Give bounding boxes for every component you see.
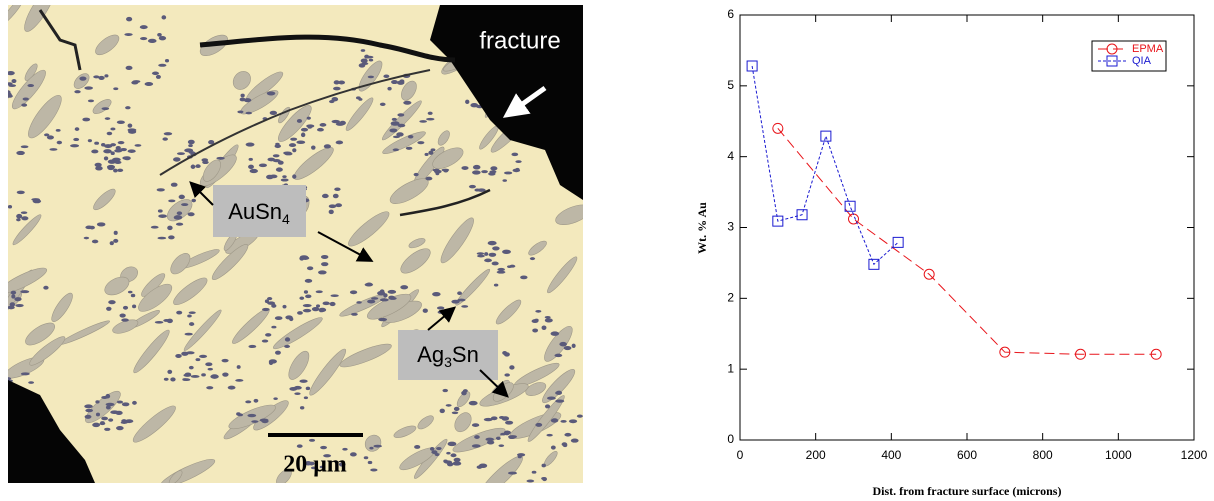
x-tick-label: 200 xyxy=(806,448,826,462)
plot-frame xyxy=(739,14,1195,441)
marker xyxy=(820,130,832,142)
marker xyxy=(746,60,758,72)
x-tick-label: 600 xyxy=(957,448,977,462)
marker xyxy=(844,200,856,212)
marker xyxy=(1106,55,1118,67)
label-box xyxy=(213,185,306,237)
chart: Wt. % Au Dist. from fracture surface (mi… xyxy=(695,7,1208,498)
arrow xyxy=(189,181,214,206)
arrow xyxy=(502,85,547,118)
marker xyxy=(1075,348,1086,360)
y-tick-label: 0 xyxy=(727,432,734,446)
y-tick-label: 1 xyxy=(727,361,734,375)
marker xyxy=(999,346,1011,358)
y-tick-label: 4 xyxy=(727,149,734,163)
legend-label: QIA xyxy=(1132,55,1152,67)
series-line xyxy=(751,65,899,266)
fracture-label: fracture xyxy=(479,27,560,54)
phase-label: Ag3Sn xyxy=(417,342,479,370)
x-tick-label: 800 xyxy=(1033,448,1053,462)
marker xyxy=(1150,348,1162,360)
arrow xyxy=(479,369,509,398)
legend-box xyxy=(1091,40,1167,72)
micrograph xyxy=(8,5,583,483)
arrow xyxy=(317,231,374,262)
y-tick-label: 2 xyxy=(727,291,734,305)
y-tick-label: 5 xyxy=(727,78,734,92)
marker xyxy=(796,209,808,221)
x-tick-label: 0 xyxy=(737,448,744,462)
x-tick-label: 1200 xyxy=(1181,448,1208,462)
marker xyxy=(892,236,904,248)
phase-label: AuSn4 xyxy=(228,199,290,227)
y-tick-label: 3 xyxy=(727,220,734,234)
x-tick-label: 1000 xyxy=(1105,448,1132,462)
scale-label: 20 μm xyxy=(283,452,347,478)
arrow xyxy=(427,306,457,331)
x-axis-label: Dist. from fracture surface (microns) xyxy=(873,484,1062,498)
y-axis-label: Wt. % Au xyxy=(695,202,709,254)
marker xyxy=(923,268,935,280)
legend-label: EPMA xyxy=(1132,43,1164,55)
marker xyxy=(1106,43,1118,55)
marker xyxy=(772,215,784,227)
y-tick-label: 6 xyxy=(727,7,734,21)
series-line xyxy=(777,128,1157,355)
x-tick-label: 400 xyxy=(881,448,901,462)
marker xyxy=(772,122,784,134)
marker xyxy=(868,258,880,270)
